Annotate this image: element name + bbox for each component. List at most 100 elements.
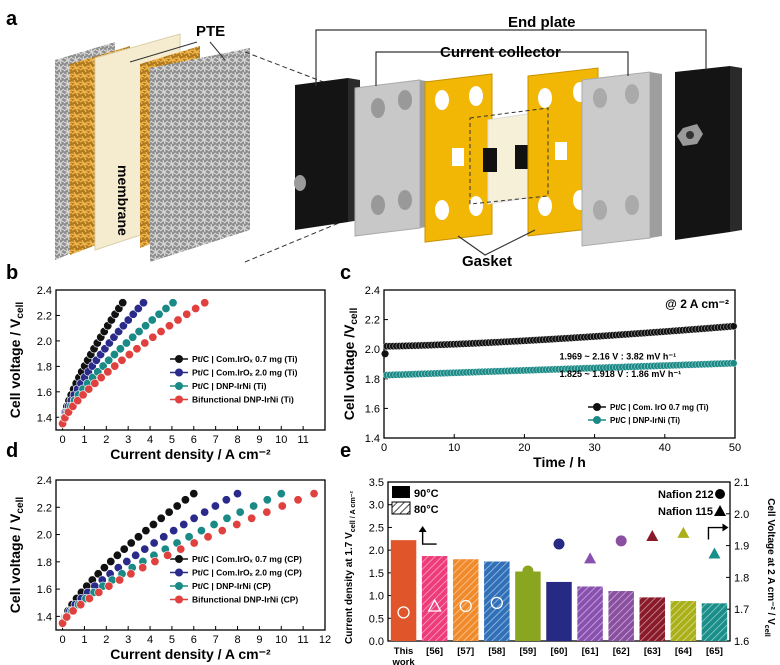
x-tick-label: 8: [234, 634, 240, 646]
data-point-series-1: [126, 538, 136, 548]
y-tick-label: 1.4: [37, 412, 52, 424]
y-axis-title: Cell voltage /Vcell: [341, 308, 360, 421]
marker-4: [490, 596, 503, 609]
legend-marker: [175, 555, 183, 563]
y-right-tick-label: 1.8: [734, 572, 749, 584]
data-point-series-2: [210, 501, 220, 511]
marker-5: [522, 565, 534, 577]
category-label: [61]: [582, 646, 599, 657]
category-label: [56]: [426, 646, 443, 657]
x-axis-title: Time / h: [533, 454, 586, 470]
data-point-series-3: [161, 303, 171, 313]
gasket-left: [424, 73, 493, 243]
data-point-series-4: [148, 332, 158, 342]
marker-1: [397, 606, 410, 619]
current-collector-right: [581, 71, 662, 247]
data-point-series-1: [106, 556, 116, 566]
data-point-series-4: [96, 373, 106, 383]
legend-marker: [175, 355, 183, 363]
legend-80-label: 80°C: [414, 504, 439, 516]
category-label: [58]: [488, 646, 505, 657]
y-left-tick-label: 3.5: [369, 477, 384, 489]
data-point-series-4: [132, 344, 142, 354]
data-point-series-1: [180, 495, 190, 505]
data-point-series-3: [154, 309, 164, 319]
legend-marker: [175, 582, 183, 590]
y-tick-label: 2.0: [37, 530, 52, 542]
bar-9: [639, 597, 666, 641]
legend-label: Pt/C | Com. IrO 0.7 mg (Ti): [610, 403, 709, 412]
data-point-series-1: [729, 322, 738, 331]
legend-marker: [593, 403, 601, 411]
plot-frame: [55, 479, 326, 631]
data-point-series-4: [84, 594, 94, 604]
data-point-series-1: [148, 519, 158, 529]
x-tick-label: 11: [297, 634, 308, 646]
data-point-series-4: [104, 581, 114, 591]
data-point-series-4: [110, 361, 120, 371]
end-plate-left: [294, 78, 360, 230]
data-point-series-2: [169, 526, 179, 536]
marker-10: [677, 526, 690, 538]
x-tick-label: 1: [81, 634, 87, 646]
data-point-series-1: [119, 544, 129, 554]
data-point-series-3: [249, 501, 259, 511]
data-point-series-2: [114, 327, 124, 337]
data-point-series-4: [124, 350, 134, 360]
marker-7: [584, 552, 597, 564]
marker-3: [459, 599, 472, 613]
polarization-chart-cp: 0 1 2 3 4 5 6 7 8 9 10 11 121.41.61.82.02.22.4Curren…: [7, 475, 331, 662]
legend-label: Pt/C | DNP-IrNi (Ti): [192, 381, 267, 391]
y-left-tick-label: 2.5: [369, 522, 384, 534]
series-annotation: 1.825 ~ 1.918 V : 1.86 mV h⁻¹: [560, 369, 682, 379]
data-point-series-3: [222, 513, 232, 523]
data-point-series-3: [141, 321, 151, 331]
pte-right-layer: [150, 48, 250, 262]
y-left-tick-label: 0.0: [369, 636, 384, 648]
data-point-series-2: [200, 507, 210, 517]
data-point-series-3: [168, 298, 178, 308]
data-point-series-2: [159, 532, 169, 542]
data-point-series-1: [172, 501, 182, 511]
marker-9: [646, 530, 659, 542]
x-tick-label: 11: [297, 434, 308, 446]
data-point-series-4: [140, 338, 150, 348]
x-tick-label: 8: [234, 434, 240, 446]
end-plate-label: End plate: [508, 14, 576, 31]
data-point-series-4: [150, 556, 160, 566]
bar-10: [670, 601, 697, 641]
data-point-series-4: [156, 327, 166, 337]
pte-label: PTE: [196, 23, 225, 40]
legend-marker: [175, 395, 183, 404]
data-point-series-4: [173, 315, 183, 325]
legend-nafion212-marker: [715, 489, 725, 499]
data-point-series-4: [247, 513, 257, 523]
legend-label: Pt/C | DNP-IrNi (CP): [192, 581, 271, 591]
data-point-series-4: [191, 303, 201, 313]
marker-2: [427, 598, 442, 612]
data-point-series-2: [133, 303, 143, 313]
y-tick-label: 2.0: [37, 336, 52, 348]
data-point-series-4: [115, 575, 125, 585]
x-tick-label: 10: [275, 634, 287, 646]
category-label: work: [391, 657, 415, 665]
end-plate-leader: [315, 29, 707, 86]
x-tick-label: 6: [191, 634, 197, 646]
data-point-series-4: [203, 532, 213, 542]
data-point-series-4: [103, 367, 113, 377]
y-left-tick-label: 2.0: [369, 545, 384, 557]
x-tick-label: 10: [448, 442, 460, 454]
pte-leader-2: [209, 41, 226, 61]
x-axis-title: Current density / A cm⁻²: [110, 646, 271, 662]
data-point-series-2: [128, 309, 138, 319]
legend-nafion115-marker: [714, 505, 726, 516]
category-label: [57]: [457, 646, 474, 657]
pte-leader-1: [129, 41, 198, 63]
mea-outline: [469, 107, 549, 205]
y-right-tick-label: 1.7: [734, 604, 749, 616]
mea-stack: [483, 111, 541, 205]
y-tick-label: 1.4: [365, 433, 380, 445]
data-point-series-3: [276, 489, 286, 499]
legend-marker: [593, 416, 601, 424]
data-point-series-1: [112, 550, 122, 560]
